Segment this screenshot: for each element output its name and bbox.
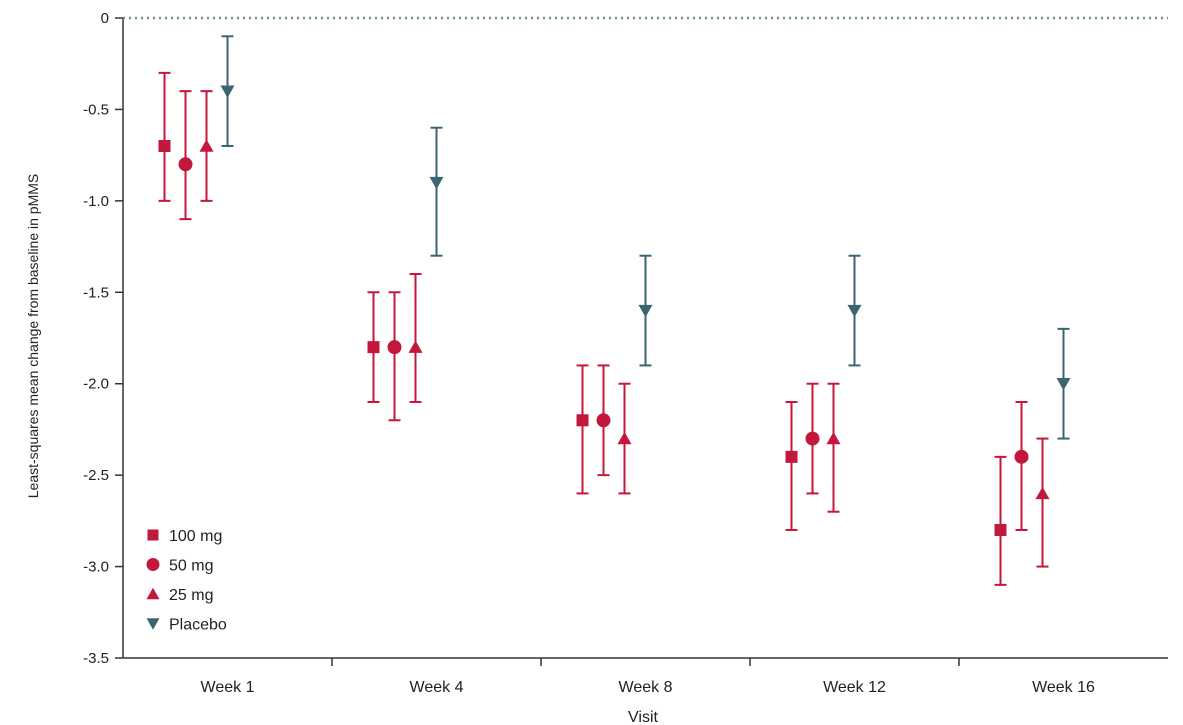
x-axis-label: Visit — [628, 709, 658, 725]
point-100-mg — [158, 140, 171, 152]
legend-label-100-mg: 100 mg — [169, 528, 222, 545]
marks — [158, 35, 1071, 586]
y-tick-label: -0.5 — [83, 101, 109, 118]
point-100-mg — [994, 524, 1007, 536]
point-100-mg — [367, 341, 380, 354]
legend-label-50-mg: 50 mg — [169, 558, 213, 575]
legend-marker-100-mg — [147, 529, 159, 541]
point-50-mg — [1014, 449, 1029, 464]
x-tick-label: Week 4 — [410, 679, 464, 696]
point-25-mg — [617, 431, 632, 445]
legend-marker-50-mg — [146, 558, 160, 571]
point-50-mg — [178, 157, 193, 172]
point-50-mg — [387, 340, 402, 355]
y-tick-label: -3.5 — [83, 650, 109, 667]
legend: 100 mg 50 mg 25 mg Placebo — [146, 528, 227, 634]
point-50-mg — [805, 431, 820, 446]
y-tick-label: -1.5 — [83, 284, 109, 301]
point-100-mg — [576, 414, 589, 427]
y-axis-label: Least-squares mean change from baseline … — [25, 174, 41, 499]
legend-label-25-mg: 25 mg — [169, 587, 213, 604]
axes: 0 -0.5 -1.0 -1.5 -2.0 -2.5 -3.0 -3.5 Week 1 Week … — [83, 10, 1168, 696]
y-tick-label: -1.0 — [83, 193, 109, 210]
point-25-mg — [408, 340, 423, 353]
point-50-mg — [596, 413, 611, 428]
point-placebo — [638, 304, 653, 318]
point-placebo — [220, 85, 235, 98]
point-placebo — [847, 304, 862, 318]
legend-marker-placebo — [146, 618, 160, 630]
y-tick-label: -2.5 — [83, 467, 109, 484]
x-tick-label: Week 1 — [201, 679, 255, 696]
point-25-mg — [826, 431, 841, 445]
legend-label-placebo: Placebo — [169, 617, 227, 634]
point-placebo — [429, 176, 444, 190]
point-100-mg — [785, 450, 798, 463]
point-25-mg — [1035, 486, 1050, 500]
x-tick-label: Week 8 — [619, 679, 673, 696]
point-25-mg — [199, 139, 214, 152]
y-tick-label: 0 — [101, 10, 109, 27]
x-tick-label: Week 16 — [1032, 679, 1095, 696]
x-tick-label: Week 12 — [823, 679, 886, 696]
y-tick-label: -3.0 — [83, 559, 109, 576]
legend-marker-25-mg — [146, 587, 160, 600]
y-tick-label: -2.0 — [83, 376, 109, 393]
point-placebo — [1056, 378, 1071, 391]
